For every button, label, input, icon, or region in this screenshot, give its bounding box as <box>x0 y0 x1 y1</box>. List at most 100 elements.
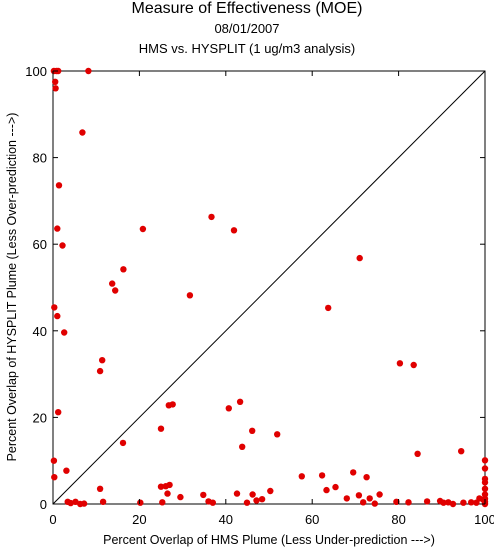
data-point <box>112 287 119 294</box>
data-point <box>376 491 383 498</box>
data-point <box>332 483 339 491</box>
data-point <box>137 499 144 506</box>
data-point <box>460 499 467 506</box>
chart-subtitle: HMS vs. HYSPLIT (1 ug/m3 analysis) <box>138 41 356 56</box>
data-point <box>481 485 489 492</box>
data-point <box>159 499 166 506</box>
data-point <box>119 439 127 447</box>
data-point <box>423 498 431 505</box>
chart-title: Measure of Effectiveness (MOE) <box>131 0 363 17</box>
data-point <box>371 500 378 507</box>
data-point <box>258 496 266 503</box>
data-point <box>60 329 68 336</box>
data-point <box>169 401 176 408</box>
data-point <box>54 225 61 232</box>
x-tick-label: 60 <box>305 512 319 527</box>
data-point <box>249 491 256 498</box>
data-point <box>99 498 107 505</box>
data-point <box>253 497 260 504</box>
data-point <box>51 474 58 481</box>
data-point <box>325 304 332 312</box>
data-point <box>55 67 62 75</box>
data-point <box>239 443 246 450</box>
data-point <box>200 491 207 499</box>
data-point <box>414 450 421 457</box>
diagonal-reference-line <box>52 70 486 505</box>
data-point <box>481 457 489 464</box>
data-point <box>323 486 330 494</box>
data-point <box>243 499 251 506</box>
y-tick-label: 40 <box>33 324 47 339</box>
y-tick-label: 20 <box>33 410 47 425</box>
data-point <box>79 129 86 136</box>
data-point <box>366 495 373 502</box>
data-point <box>67 499 74 507</box>
data-point <box>186 292 194 299</box>
data-point <box>360 499 367 506</box>
x-tick-label: 0 <box>49 512 56 527</box>
data-point <box>249 427 256 434</box>
data-point <box>80 500 88 507</box>
data-point <box>96 485 104 492</box>
data-point <box>225 405 232 412</box>
data-point <box>481 479 489 486</box>
x-tick-label: 20 <box>132 512 146 527</box>
data-point <box>208 213 215 221</box>
data-point <box>410 361 417 369</box>
data-point <box>480 496 487 503</box>
data-point <box>267 487 274 495</box>
data-point <box>468 499 475 506</box>
data-point <box>50 457 58 464</box>
data-point <box>481 465 489 472</box>
data-point <box>99 357 106 364</box>
data-point <box>233 490 241 497</box>
data-point <box>55 182 63 189</box>
data-point <box>52 78 59 86</box>
data-point <box>51 304 58 311</box>
x-tick-label: 40 <box>219 512 233 527</box>
data-point <box>109 280 116 287</box>
data-point <box>139 225 147 233</box>
data-point <box>298 473 305 480</box>
data-point <box>55 409 62 416</box>
data-point <box>96 367 104 375</box>
data-point <box>356 254 363 262</box>
data-point <box>458 448 465 455</box>
data-point <box>166 481 173 489</box>
y-tick-label: 80 <box>33 151 47 166</box>
data-point <box>209 499 216 506</box>
x-axis-label: Percent Overlap of HMS Plume (Less Under… <box>103 533 435 547</box>
data-point <box>405 499 412 506</box>
y-tick-label: 0 <box>40 497 47 512</box>
data-point <box>120 266 127 273</box>
data-point <box>177 493 184 501</box>
data-point <box>236 398 244 405</box>
y-tick-label: 100 <box>25 64 47 79</box>
data-point <box>274 431 281 438</box>
x-tick-label: 100 <box>474 512 494 527</box>
data-point <box>393 498 400 505</box>
data-point <box>318 472 326 479</box>
data-point <box>52 85 59 92</box>
data-point <box>157 425 165 432</box>
data-point <box>396 360 404 367</box>
chart-date: 08/01/2007 <box>214 21 280 36</box>
y-axis-label: Percent Overlap of HYSPLIT Plume (Less O… <box>5 113 19 462</box>
data-point <box>449 500 457 508</box>
data-point <box>230 227 238 234</box>
data-point <box>157 483 165 490</box>
data-point <box>63 467 70 474</box>
data-point <box>59 242 66 249</box>
data-point <box>355 492 363 499</box>
data-point <box>343 495 350 502</box>
x-tick-label: 80 <box>391 512 405 527</box>
data-point <box>350 469 357 476</box>
data-point <box>363 474 370 481</box>
data-point <box>54 312 61 320</box>
data-point <box>440 499 447 506</box>
y-tick-label: 60 <box>33 237 47 252</box>
data-point <box>85 67 92 75</box>
plot-frame <box>52 70 486 505</box>
data-point <box>164 490 171 497</box>
